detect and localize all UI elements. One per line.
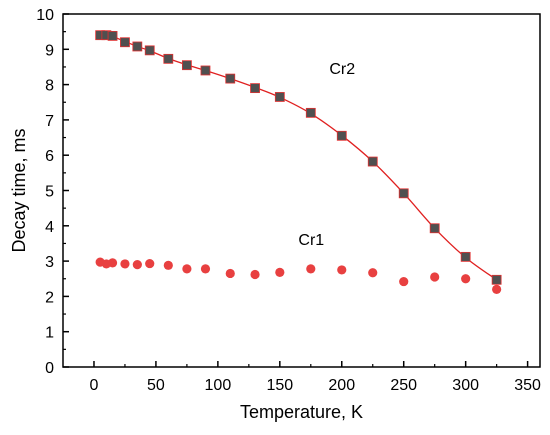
cr1-data-point bbox=[399, 276, 409, 287]
cr1-data-point bbox=[461, 274, 471, 284]
cr1-data-point bbox=[200, 264, 211, 274]
x-axis-ticks: 0 50 100 150 200 250 300 350 bbox=[90, 361, 541, 394]
cr1-data-point bbox=[492, 284, 502, 294]
cr2-data-point bbox=[107, 30, 118, 41]
cr1-data-point bbox=[163, 260, 173, 270]
y-tick-label: 8 bbox=[45, 78, 54, 95]
x-tick-label: 50 bbox=[147, 377, 165, 394]
x-tick-label: 300 bbox=[452, 377, 479, 394]
cr1-data-point bbox=[306, 264, 316, 274]
annotation-cr2: Cr2 bbox=[329, 61, 355, 78]
cr2-data-point bbox=[274, 92, 285, 102]
x-tick-label: 100 bbox=[205, 377, 232, 394]
cr2-data-point bbox=[460, 251, 471, 262]
cr1-data-point bbox=[120, 259, 130, 269]
cr2-data-point bbox=[200, 65, 211, 76]
cr2-data-point bbox=[163, 53, 174, 64]
cr2-data-point bbox=[336, 130, 347, 141]
y-tick-label: 1 bbox=[45, 325, 54, 342]
y-tick-label: 5 bbox=[45, 184, 54, 201]
x-tick-label: 350 bbox=[514, 377, 541, 394]
cr2-data-point bbox=[225, 73, 236, 84]
plot-frame bbox=[62, 13, 541, 368]
x-tick-label: 200 bbox=[328, 377, 355, 394]
y-axis-label: Decay time, ms bbox=[9, 128, 29, 252]
cr2-data-point bbox=[181, 60, 192, 71]
cr2-data-point bbox=[250, 83, 260, 94]
cr2-data-point bbox=[305, 107, 316, 118]
y-tick-label: 4 bbox=[45, 219, 54, 236]
cr2-data-point bbox=[132, 41, 143, 52]
cr1-data-point bbox=[430, 272, 440, 282]
x-axis-label: Temperature, K bbox=[240, 402, 363, 422]
x-tick-label: 0 bbox=[90, 377, 99, 394]
cr1-data-point bbox=[275, 267, 285, 277]
y-tick-label: 3 bbox=[45, 254, 54, 271]
cr1-data-point bbox=[145, 258, 155, 269]
cr1-data-point bbox=[368, 268, 378, 278]
y-axis-ticks: 0 1 2 3 4 5 6 7 8 9 10 bbox=[36, 7, 69, 377]
y-tick-label: 7 bbox=[45, 113, 54, 130]
cr1-data-point bbox=[337, 265, 347, 275]
cr1-data-point bbox=[132, 260, 142, 270]
y-tick-label: 6 bbox=[45, 148, 54, 165]
y-tick-label: 0 bbox=[45, 360, 54, 377]
y-tick-label: 2 bbox=[45, 289, 54, 306]
x-tick-label: 150 bbox=[266, 377, 293, 394]
cr1-data-point bbox=[250, 269, 260, 280]
cr1-data-point bbox=[107, 258, 118, 268]
cr2-data-point bbox=[398, 188, 409, 199]
plot-area bbox=[95, 30, 502, 294]
cr1-data-point bbox=[182, 264, 192, 274]
annotation-cr1: Cr1 bbox=[298, 232, 324, 249]
cr2-data-point bbox=[429, 223, 440, 234]
x-tick-label: 250 bbox=[390, 377, 417, 394]
cr2-data-point bbox=[367, 156, 378, 167]
cr1-data-point bbox=[225, 268, 235, 279]
y-tick-label: 9 bbox=[45, 42, 54, 59]
cr2-data-point bbox=[120, 37, 130, 48]
y-tick-label: 10 bbox=[36, 7, 54, 24]
cr2-data-point bbox=[144, 45, 155, 56]
cr2-data-point bbox=[491, 274, 502, 285]
